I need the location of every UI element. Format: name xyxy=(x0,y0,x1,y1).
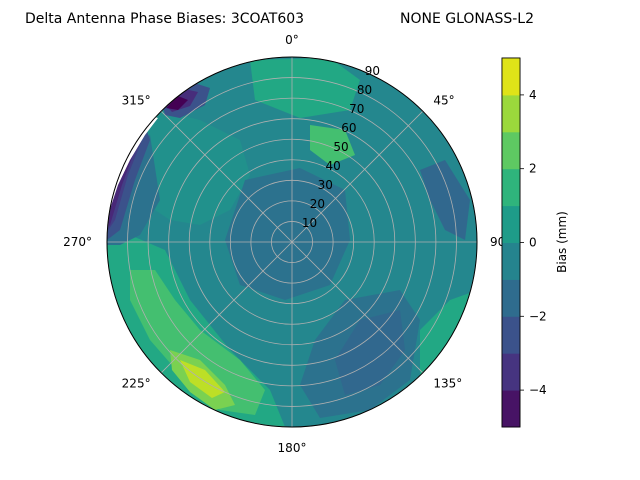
contour-west-edge2 xyxy=(107,130,142,232)
contour-se-darkblue xyxy=(335,310,405,395)
grid-spoke-225 xyxy=(160,241,293,374)
azimuth-label: 0° xyxy=(285,33,299,47)
radial-label: 10 xyxy=(302,216,317,230)
radial-label: 30 xyxy=(318,178,333,192)
colorbar-tick-label: 2 xyxy=(529,162,537,176)
contour-sw-peak xyxy=(180,360,225,398)
colorbar-ticks: 4 2 0 −2 −4 xyxy=(520,88,547,397)
azimuth-label: 135° xyxy=(433,376,462,390)
azimuth-label: 270° xyxy=(63,235,92,249)
chart-title: Delta Antenna Phase Biases: 3COAT603 xyxy=(25,11,304,27)
colorbar-band xyxy=(502,58,520,96)
azimuth-label: 225° xyxy=(122,376,151,390)
colorbar-tick-label: −2 xyxy=(529,309,547,323)
colorbar-label: Bias (mm) xyxy=(555,211,569,273)
colorbar-tick-label: 0 xyxy=(529,236,537,250)
colorbar-band xyxy=(502,353,520,391)
polar-frame xyxy=(106,56,478,428)
grid-spoke-315 xyxy=(160,110,293,243)
radial-label: 80 xyxy=(357,83,372,97)
colorbar-band xyxy=(502,94,520,133)
radial-label: 70 xyxy=(349,102,364,116)
azimuth-label: 90 xyxy=(490,235,505,249)
grid-spoke-45 xyxy=(291,110,424,243)
polar-grid xyxy=(106,56,478,428)
colorbar-band xyxy=(502,279,520,317)
radial-labels: 10 20 30 40 50 60 70 80 90 xyxy=(302,64,380,230)
colorbar-band xyxy=(502,131,520,170)
contour-north-spot xyxy=(310,125,355,165)
contour-nw-darkpurple xyxy=(166,96,188,110)
azimuth-label: 180° xyxy=(278,441,307,455)
colorbar-band xyxy=(502,205,520,243)
contour-north-green xyxy=(250,58,360,118)
colorbar-band xyxy=(502,168,520,207)
colorbar: 4 2 0 −2 −4 Bias (mm) xyxy=(501,57,569,428)
colorbar-tick-label: −4 xyxy=(529,383,547,397)
colorbar-tick-label: 4 xyxy=(529,88,537,102)
radial-label: 90 xyxy=(365,64,380,78)
contour-east-blue xyxy=(420,160,470,240)
colorbar-band xyxy=(502,242,520,280)
azimuth-labels: 0° 45° 90 135° 180° 225° 270° 315° xyxy=(63,33,505,455)
azimuth-label: 45° xyxy=(433,94,454,108)
colorbar-band xyxy=(502,390,520,428)
radial-label: 50 xyxy=(333,140,348,154)
colorbar-band xyxy=(502,316,520,354)
colorbar-levels xyxy=(501,57,521,428)
radial-label: 20 xyxy=(310,197,325,211)
grid-spoke-135 xyxy=(291,241,424,374)
contour-center-blue xyxy=(225,168,350,300)
radial-label: 40 xyxy=(325,159,340,173)
contour-sw-lightgreen xyxy=(130,270,265,415)
azimuth-label: 315° xyxy=(122,94,151,108)
radial-label: 60 xyxy=(341,121,356,135)
chart-subtitle: NONE GLONASS-L2 xyxy=(400,11,534,27)
contour-west-edge1 xyxy=(107,125,150,240)
